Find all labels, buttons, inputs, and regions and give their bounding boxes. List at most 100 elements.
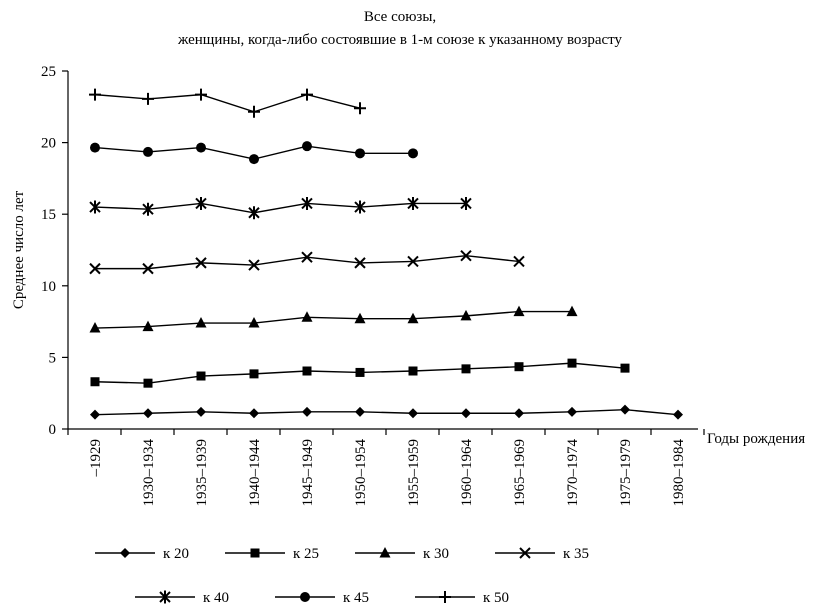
legend-item: к 40: [135, 590, 229, 606]
legend-label: к 35: [563, 546, 589, 562]
data-point: [143, 146, 153, 157]
data-point: [90, 409, 100, 420]
series-line: [94, 310, 572, 329]
data-point: [407, 312, 419, 324]
legend-marker: [300, 592, 310, 602]
data-point: [408, 408, 418, 419]
series-x: [89, 250, 525, 275]
data-point: [620, 363, 630, 373]
data-point: [567, 358, 577, 368]
legend-item: к 50: [415, 590, 509, 606]
series-square: [90, 358, 630, 388]
legend-item: к 20: [95, 546, 189, 562]
x-tick-label: 1935–1939: [194, 439, 210, 507]
legend-marker: [159, 590, 171, 604]
data-point: [460, 309, 472, 321]
data-point: [142, 202, 154, 216]
y-axis-title: Среднее число лет: [11, 190, 27, 309]
data-point: [248, 317, 260, 328]
y-tick-label: 25: [41, 64, 56, 80]
data-point: [195, 196, 207, 210]
data-point: [355, 148, 365, 159]
series-line: [94, 93, 361, 113]
legend-marker: [439, 591, 451, 603]
data-point: [89, 200, 101, 214]
data-point: [142, 92, 154, 105]
legend-item: к 35: [495, 546, 589, 562]
data-point: [143, 408, 153, 419]
data-point: [301, 311, 313, 322]
data-point: [302, 141, 312, 152]
data-point: [196, 142, 206, 153]
legend-marker: [120, 548, 130, 558]
data-point: [248, 206, 260, 220]
data-point: [249, 154, 259, 165]
data-point: [514, 362, 524, 372]
series-asterisk: [89, 196, 472, 220]
data-point: [248, 259, 260, 271]
legend-label: к 30: [423, 546, 449, 562]
x-tick-label: 1965–1969: [512, 439, 528, 507]
data-point: [89, 322, 101, 333]
x-axis-title: Годы рождения: [707, 431, 805, 447]
data-point: [513, 305, 525, 317]
y-tick-label: 20: [41, 136, 56, 152]
data-point: [195, 257, 207, 269]
data-point: [90, 142, 100, 153]
legend-label: к 25: [293, 546, 319, 562]
legend-item: к 45: [275, 590, 369, 606]
series-line: [94, 408, 679, 416]
data-point: [461, 408, 471, 419]
data-point: [407, 255, 419, 268]
x-tick-label: 1945–1949: [300, 439, 316, 507]
x-tick-label: 1930–1934: [141, 439, 157, 507]
x-tick-label: 1960–1964: [459, 439, 475, 507]
data-point: [302, 406, 312, 417]
data-point: [567, 406, 577, 417]
data-point: [513, 255, 525, 268]
data-point: [460, 196, 472, 210]
legend-marker: [379, 547, 391, 558]
data-point: [142, 262, 154, 275]
y-tick-label: 5: [49, 350, 57, 366]
x-tick-labels: –1929 1930–1934 1935–1939 1940–1944 1945–194…: [88, 439, 687, 507]
data-point: [461, 364, 471, 374]
x-tick-label: 1975–1979: [618, 439, 634, 507]
chart-subtitle: женщины, когда-либо состоявшие в 1-м сою…: [177, 32, 623, 48]
series-circle: [90, 141, 418, 165]
data-point: [408, 366, 418, 376]
series-line: [94, 202, 466, 214]
data-point: [408, 148, 418, 159]
x-tick-label: –1929: [88, 439, 104, 478]
x-tick-label: 1980–1984: [671, 439, 687, 507]
legend: к 20 к 25 к 30 к 35 к 40 к 45 к 50: [95, 546, 589, 606]
legend-marker: [250, 548, 260, 558]
series-triangle: [89, 305, 578, 333]
legend-item: к 30: [355, 546, 449, 562]
series-group: [89, 88, 683, 420]
data-point: [142, 320, 154, 332]
data-point: [355, 406, 365, 417]
data-point: [143, 378, 153, 388]
data-point: [195, 88, 207, 101]
data-point: [301, 196, 313, 210]
data-point: [301, 88, 313, 101]
data-point: [301, 251, 313, 263]
x-tick-label: 1970–1974: [565, 439, 581, 507]
data-point: [302, 366, 312, 376]
data-point: [195, 317, 207, 328]
data-point: [354, 200, 366, 214]
data-point: [354, 102, 366, 115]
data-point: [355, 367, 365, 377]
legend-marker: [519, 547, 531, 559]
data-point: [248, 105, 260, 118]
data-point: [249, 408, 259, 419]
legend-item: к 25: [225, 546, 319, 562]
y-tick-label: 15: [41, 207, 56, 223]
axes: 0 5 10 15 20 25: [41, 64, 705, 438]
x-tick-label: 1955–1959: [406, 439, 422, 507]
chart-title: Все союзы,: [364, 9, 436, 25]
data-point: [90, 377, 100, 387]
x-tick-label: 1950–1954: [353, 439, 369, 507]
